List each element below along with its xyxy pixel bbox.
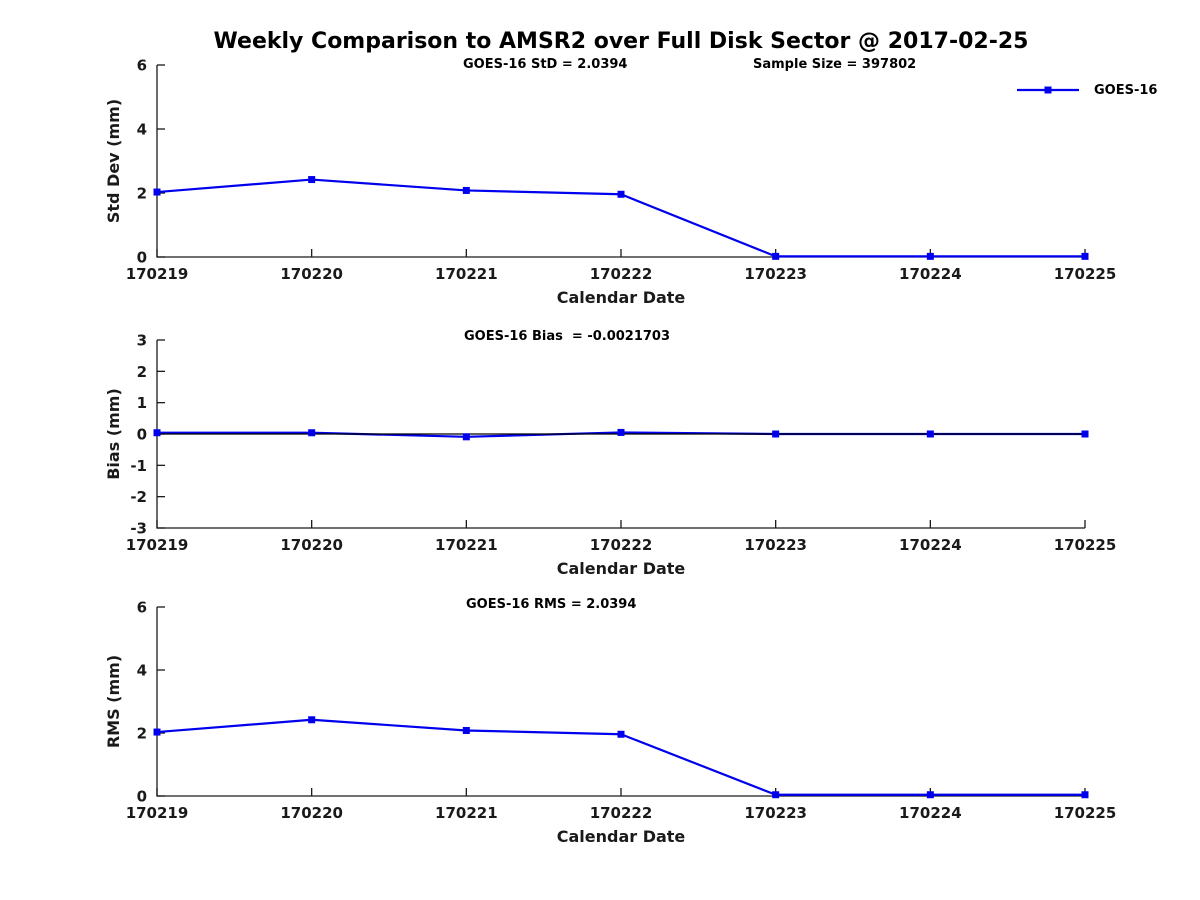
y-axis-label: RMS (mm) — [104, 655, 123, 748]
data-point-marker — [1081, 252, 1089, 260]
x-tick-label: 170223 — [744, 804, 807, 822]
x-axis-label: Calendar Date — [557, 559, 686, 578]
data-point-marker — [617, 730, 625, 738]
legend-square-marker-icon — [1044, 86, 1052, 94]
annotation-bias: GOES-16 Bias = -0.0021703 — [464, 329, 671, 344]
x-tick-label: 170223 — [744, 265, 807, 283]
data-point-marker — [308, 429, 316, 437]
annotation-sample-size: Sample Size = 397802 — [753, 57, 917, 72]
annotation-std: GOES-16 StD = 2.0394 — [463, 57, 628, 72]
axis-line — [156, 65, 1085, 258]
x-tick-label: 170219 — [126, 265, 189, 283]
data-point-marker — [153, 429, 161, 437]
y-tick-label: 1 — [137, 394, 147, 412]
y-tick-label: 4 — [137, 662, 147, 680]
x-tick-label: 170219 — [126, 804, 189, 822]
y-tick-label: 4 — [137, 121, 147, 139]
data-point-marker — [462, 186, 470, 194]
x-tick-label: 170225 — [1054, 265, 1117, 283]
data-point-marker — [308, 716, 316, 724]
x-tick-label: 170221 — [435, 265, 498, 283]
y-tick-label: 6 — [137, 599, 147, 617]
data-point-marker — [617, 190, 625, 198]
y-axis-label: Std Dev (mm) — [104, 99, 123, 223]
x-tick-label: 170221 — [435, 804, 498, 822]
data-point-marker — [1081, 791, 1089, 799]
y-tick-label: 2 — [137, 725, 147, 743]
x-tick-label: 170224 — [899, 804, 962, 822]
y-tick-label: 3 — [137, 332, 147, 350]
y-axis-label: Bias (mm) — [104, 388, 123, 480]
x-tick-label: 170225 — [1054, 536, 1117, 554]
data-point-marker — [617, 428, 625, 436]
y-tick-label: 0 — [137, 788, 147, 806]
y-tick-label: 0 — [137, 426, 147, 444]
x-tick-label: 170222 — [590, 536, 653, 554]
x-tick-label: 170222 — [590, 804, 653, 822]
data-point-marker — [772, 430, 780, 438]
figure-title: Weekly Comparison to AMSR2 over Full Dis… — [213, 29, 1029, 54]
x-tick-label: 170225 — [1054, 804, 1117, 822]
legend-label: GOES-16 — [1094, 82, 1158, 98]
data-point-marker — [926, 252, 934, 260]
legend-line-marker-icon — [1017, 86, 1079, 94]
x-tick-label: 170219 — [126, 536, 189, 554]
data-point-marker — [462, 433, 470, 441]
annotation-rms: GOES-16 RMS = 2.0394 — [466, 597, 637, 612]
data-point-marker — [153, 188, 161, 196]
x-axis-label: Calendar Date — [557, 288, 686, 307]
data-point-marker — [308, 176, 316, 184]
data-point-marker — [926, 791, 934, 799]
x-tick-label: 170220 — [280, 804, 343, 822]
x-tick-label: 170224 — [899, 265, 962, 283]
x-axis-label: Calendar Date — [557, 827, 686, 846]
data-point-marker — [153, 728, 161, 736]
data-point-marker — [772, 252, 780, 260]
axis-line — [156, 607, 1085, 797]
y-tick-label: 2 — [137, 363, 147, 381]
x-tick-label: 170223 — [744, 536, 807, 554]
x-tick-label: 170222 — [590, 265, 653, 283]
y-tick-label: -3 — [130, 520, 147, 538]
x-tick-label: 170220 — [280, 536, 343, 554]
y-tick-label: -2 — [130, 488, 147, 506]
y-tick-label: 2 — [137, 185, 147, 203]
y-tick-label: 0 — [137, 249, 147, 267]
data-point-marker — [1081, 430, 1089, 438]
legend: GOES-16 — [1016, 81, 1157, 99]
data-point-marker — [772, 791, 780, 799]
y-tick-label: -1 — [130, 457, 147, 475]
y-tick-label: 6 — [137, 57, 147, 75]
x-tick-label: 170220 — [280, 265, 343, 283]
data-point-marker — [926, 430, 934, 438]
x-tick-label: 170221 — [435, 536, 498, 554]
data-point-marker — [462, 726, 470, 734]
x-tick-label: 170224 — [899, 536, 962, 554]
